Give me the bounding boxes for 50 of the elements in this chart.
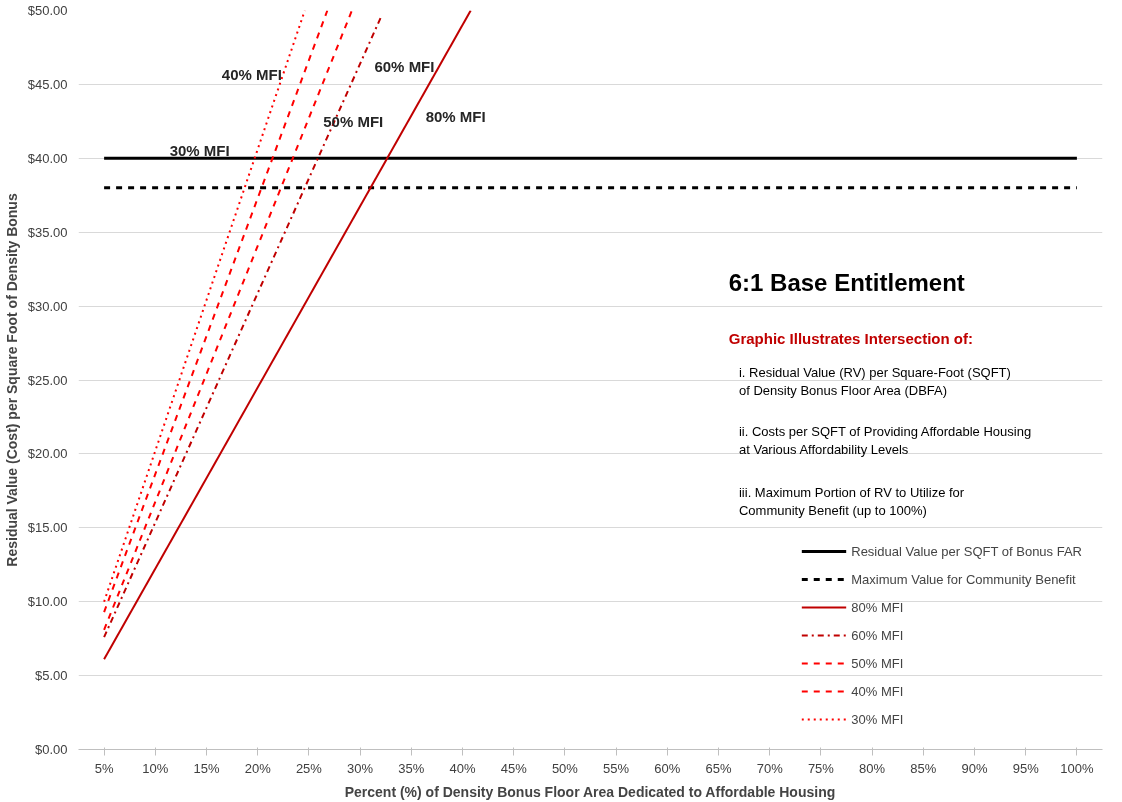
x-tick-label: 75% <box>807 760 835 776</box>
x-tick-label: 10% <box>142 760 169 776</box>
x-tick-label: 100% <box>1060 760 1094 776</box>
annotation: 30% MFI <box>169 142 230 160</box>
x-tick-label: 25% <box>295 760 323 776</box>
y-tick-label: $5.00 <box>34 668 68 684</box>
x-tick-label: 15% <box>193 760 220 776</box>
x-tick-label: 80% <box>859 760 886 776</box>
x-tick-label: 65% <box>705 760 732 776</box>
annotation: 40% MFI <box>221 65 282 83</box>
legend-label: 40% MFI <box>851 683 904 699</box>
y-tick-label: $25.00 <box>27 372 68 388</box>
y-tick-label: $30.00 <box>27 298 68 314</box>
x-tick-label: 85% <box>910 760 937 776</box>
annotation: 50% MFI <box>323 112 384 130</box>
x-tick-label: 20% <box>244 760 272 776</box>
x-tick-label: 35% <box>398 760 425 776</box>
annotation: Graphic Illustrates Intersection of: <box>728 330 973 348</box>
x-axis-title: Percent (%) of Density Bonus Floor Area Dedicated to Affordable Housing <box>344 783 836 800</box>
y-tick-label: $40.00 <box>27 150 68 166</box>
legend-label: 30% MFI <box>851 711 904 727</box>
x-tick-label: 60% <box>654 760 681 776</box>
x-tick-label: 55% <box>603 760 630 776</box>
legend-label: Maximum Value for Community Benefit <box>851 571 1076 587</box>
x-tick-label: 40% <box>449 760 476 776</box>
y-tick-label: $0.00 <box>34 742 68 757</box>
x-tick-label: 45% <box>500 760 528 776</box>
y-tick-label: $15.00 <box>27 520 68 536</box>
annotation: 60% MFI <box>374 58 435 76</box>
legend-label: 80% MFI <box>851 599 904 615</box>
x-tick-label: 30% <box>347 760 374 776</box>
x-tick-label: 70% <box>756 760 784 776</box>
legend-label: 50% MFI <box>851 655 904 671</box>
y-axis-title: Residual Value (Cost) per Square Foot of Density Bonus <box>3 193 20 567</box>
x-tick-label: 95% <box>1012 760 1040 776</box>
y-tick-label: $35.00 <box>27 224 68 240</box>
legend-label: Residual Value per SQFT of Bonus FAR <box>851 543 1082 559</box>
legend-label: 60% MFI <box>851 627 904 643</box>
x-tick-label: 90% <box>961 760 988 776</box>
x-tick-label: 5% <box>94 760 114 776</box>
y-tick-label: $10.00 <box>27 594 68 610</box>
y-tick-label: $50.00 <box>27 3 68 18</box>
annotation: ii. Costs per SQFT of Providing Affordable Housing at Various Affordability Levels <box>738 424 1032 458</box>
annotation: iii. Maximum Portion of RV to Utilize for Community Benefit (up to 100%) <box>738 484 965 518</box>
annotation: i. Residual Value (RV) per Square-Foot (SQFT) of Density Bonus Floor Area (DBFA) <box>738 364 1011 398</box>
annotation: 80% MFI <box>425 108 486 126</box>
y-tick-label: $20.00 <box>27 446 68 462</box>
x-tick-label: 50% <box>551 760 579 776</box>
y-tick-label: $45.00 <box>27 76 68 92</box>
annotation: 6:1 Base Entitlement <box>728 268 965 296</box>
